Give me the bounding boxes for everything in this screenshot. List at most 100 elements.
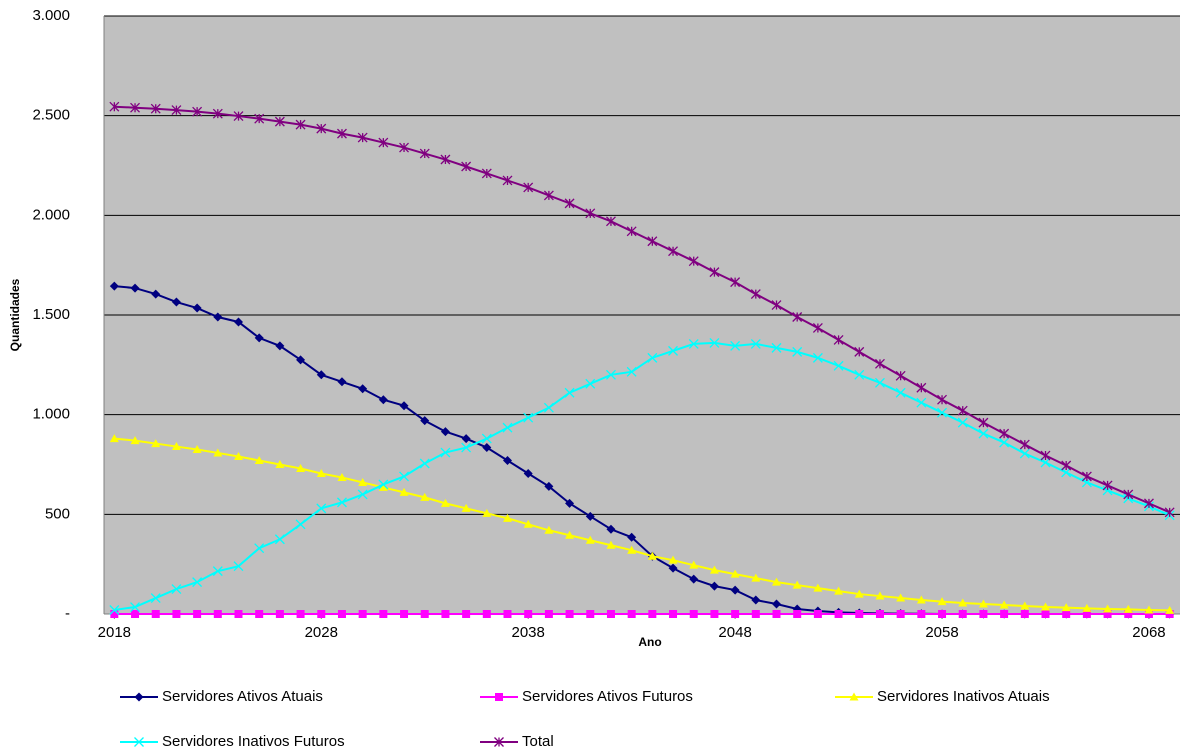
marker (647, 551, 657, 560)
marker (171, 297, 181, 307)
marker (895, 387, 906, 398)
marker (1082, 610, 1091, 618)
marker (151, 289, 161, 299)
marker (109, 101, 120, 112)
marker (999, 437, 1010, 448)
marker (792, 312, 803, 322)
series-line (114, 437, 1170, 612)
marker (193, 610, 202, 618)
marker (234, 452, 243, 461)
marker (110, 610, 119, 618)
marker (849, 692, 859, 701)
marker (730, 277, 741, 288)
y-tick-label: - (65, 605, 70, 622)
marker (130, 283, 140, 293)
marker (1123, 489, 1134, 500)
marker (1124, 610, 1133, 618)
marker (503, 513, 512, 522)
marker (358, 384, 368, 394)
marker (234, 317, 243, 327)
marker (958, 598, 968, 607)
marker (254, 456, 264, 465)
marker (896, 593, 906, 602)
legend-item: Servidores Ativos Futuros (480, 688, 693, 705)
marker (875, 358, 885, 369)
legend-item: Total (480, 733, 554, 750)
marker (1081, 471, 1092, 482)
marker (792, 580, 802, 589)
marker (689, 560, 699, 569)
marker (503, 610, 512, 618)
marker (669, 610, 678, 618)
marker (709, 337, 720, 348)
x-tick-label: 2038 (512, 624, 545, 641)
marker (357, 132, 368, 143)
marker (399, 401, 409, 411)
marker (772, 599, 781, 609)
marker (937, 407, 947, 418)
marker (151, 610, 160, 618)
marker (544, 610, 553, 618)
marker (626, 366, 637, 377)
marker (337, 610, 346, 618)
marker (134, 692, 144, 702)
marker (543, 402, 554, 413)
marker (544, 481, 554, 491)
marker (523, 468, 533, 478)
marker (440, 427, 450, 437)
x-tick-label: 2058 (925, 624, 958, 641)
marker (1000, 610, 1009, 618)
marker (999, 428, 1010, 439)
marker (751, 573, 761, 582)
marker (317, 610, 326, 618)
marker (772, 610, 781, 618)
marker (254, 113, 265, 124)
marker (109, 434, 119, 443)
marker (461, 503, 471, 512)
marker (979, 610, 988, 618)
marker (647, 236, 658, 247)
marker (1165, 610, 1174, 618)
marker (1061, 460, 1072, 471)
marker (131, 610, 140, 618)
marker (668, 246, 678, 257)
marker (937, 394, 947, 405)
marker (337, 128, 347, 139)
marker (771, 342, 782, 353)
marker (1061, 603, 1071, 612)
marker (523, 519, 533, 528)
marker (234, 610, 243, 618)
marker (502, 422, 513, 433)
marker (792, 346, 803, 357)
marker (668, 345, 678, 356)
marker (585, 535, 595, 544)
marker (1020, 610, 1029, 618)
marker (1041, 610, 1050, 618)
marker (1082, 603, 1092, 612)
marker (212, 566, 223, 577)
marker (978, 417, 989, 428)
marker (295, 519, 306, 530)
marker (482, 508, 492, 517)
marker (502, 175, 513, 186)
marker (171, 584, 182, 595)
marker (689, 610, 698, 618)
marker (688, 256, 699, 267)
marker (192, 445, 202, 454)
marker (295, 119, 306, 130)
marker (462, 610, 471, 618)
marker (730, 569, 740, 578)
marker (875, 591, 885, 600)
marker (668, 555, 678, 564)
marker (833, 360, 844, 371)
marker (1062, 610, 1071, 618)
marker (494, 737, 504, 747)
marker (130, 602, 140, 612)
marker (482, 610, 491, 618)
x-tick-label: 2048 (718, 624, 751, 641)
marker (709, 565, 719, 574)
marker (150, 103, 161, 114)
legend-label: Total (522, 733, 554, 750)
marker (1020, 601, 1030, 610)
marker (1123, 604, 1133, 613)
